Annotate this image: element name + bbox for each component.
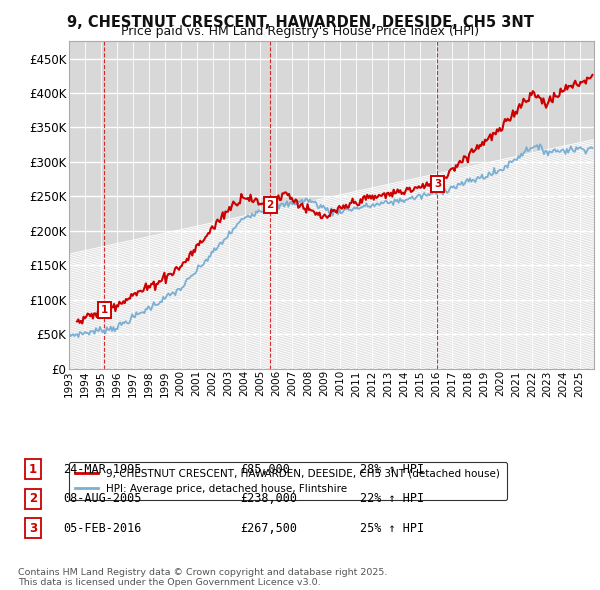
Text: £85,000: £85,000 (240, 463, 290, 476)
Text: 2: 2 (266, 199, 274, 209)
Text: £238,000: £238,000 (240, 492, 297, 505)
Text: 22% ↑ HPI: 22% ↑ HPI (360, 492, 424, 505)
Text: 25% ↑ HPI: 25% ↑ HPI (360, 522, 424, 535)
Text: 3: 3 (29, 522, 37, 535)
Legend: 9, CHESTNUT CRESCENT, HAWARDEN, DEESIDE, CH5 3NT (detached house), HPI: Average : 9, CHESTNUT CRESCENT, HAWARDEN, DEESIDE,… (69, 463, 506, 500)
Text: 9, CHESTNUT CRESCENT, HAWARDEN, DEESIDE, CH5 3NT: 9, CHESTNUT CRESCENT, HAWARDEN, DEESIDE,… (67, 15, 533, 30)
Text: 28% ↑ HPI: 28% ↑ HPI (360, 463, 424, 476)
Text: 1: 1 (101, 305, 108, 315)
Text: £267,500: £267,500 (240, 522, 297, 535)
Text: 3: 3 (434, 179, 441, 189)
Text: 08-AUG-2005: 08-AUG-2005 (63, 492, 142, 505)
Text: 2: 2 (29, 492, 37, 505)
Text: 1: 1 (29, 463, 37, 476)
Text: Contains HM Land Registry data © Crown copyright and database right 2025.
This d: Contains HM Land Registry data © Crown c… (18, 568, 388, 587)
Text: 05-FEB-2016: 05-FEB-2016 (63, 522, 142, 535)
Text: Price paid vs. HM Land Registry's House Price Index (HPI): Price paid vs. HM Land Registry's House … (121, 25, 479, 38)
Text: 24-MAR-1995: 24-MAR-1995 (63, 463, 142, 476)
